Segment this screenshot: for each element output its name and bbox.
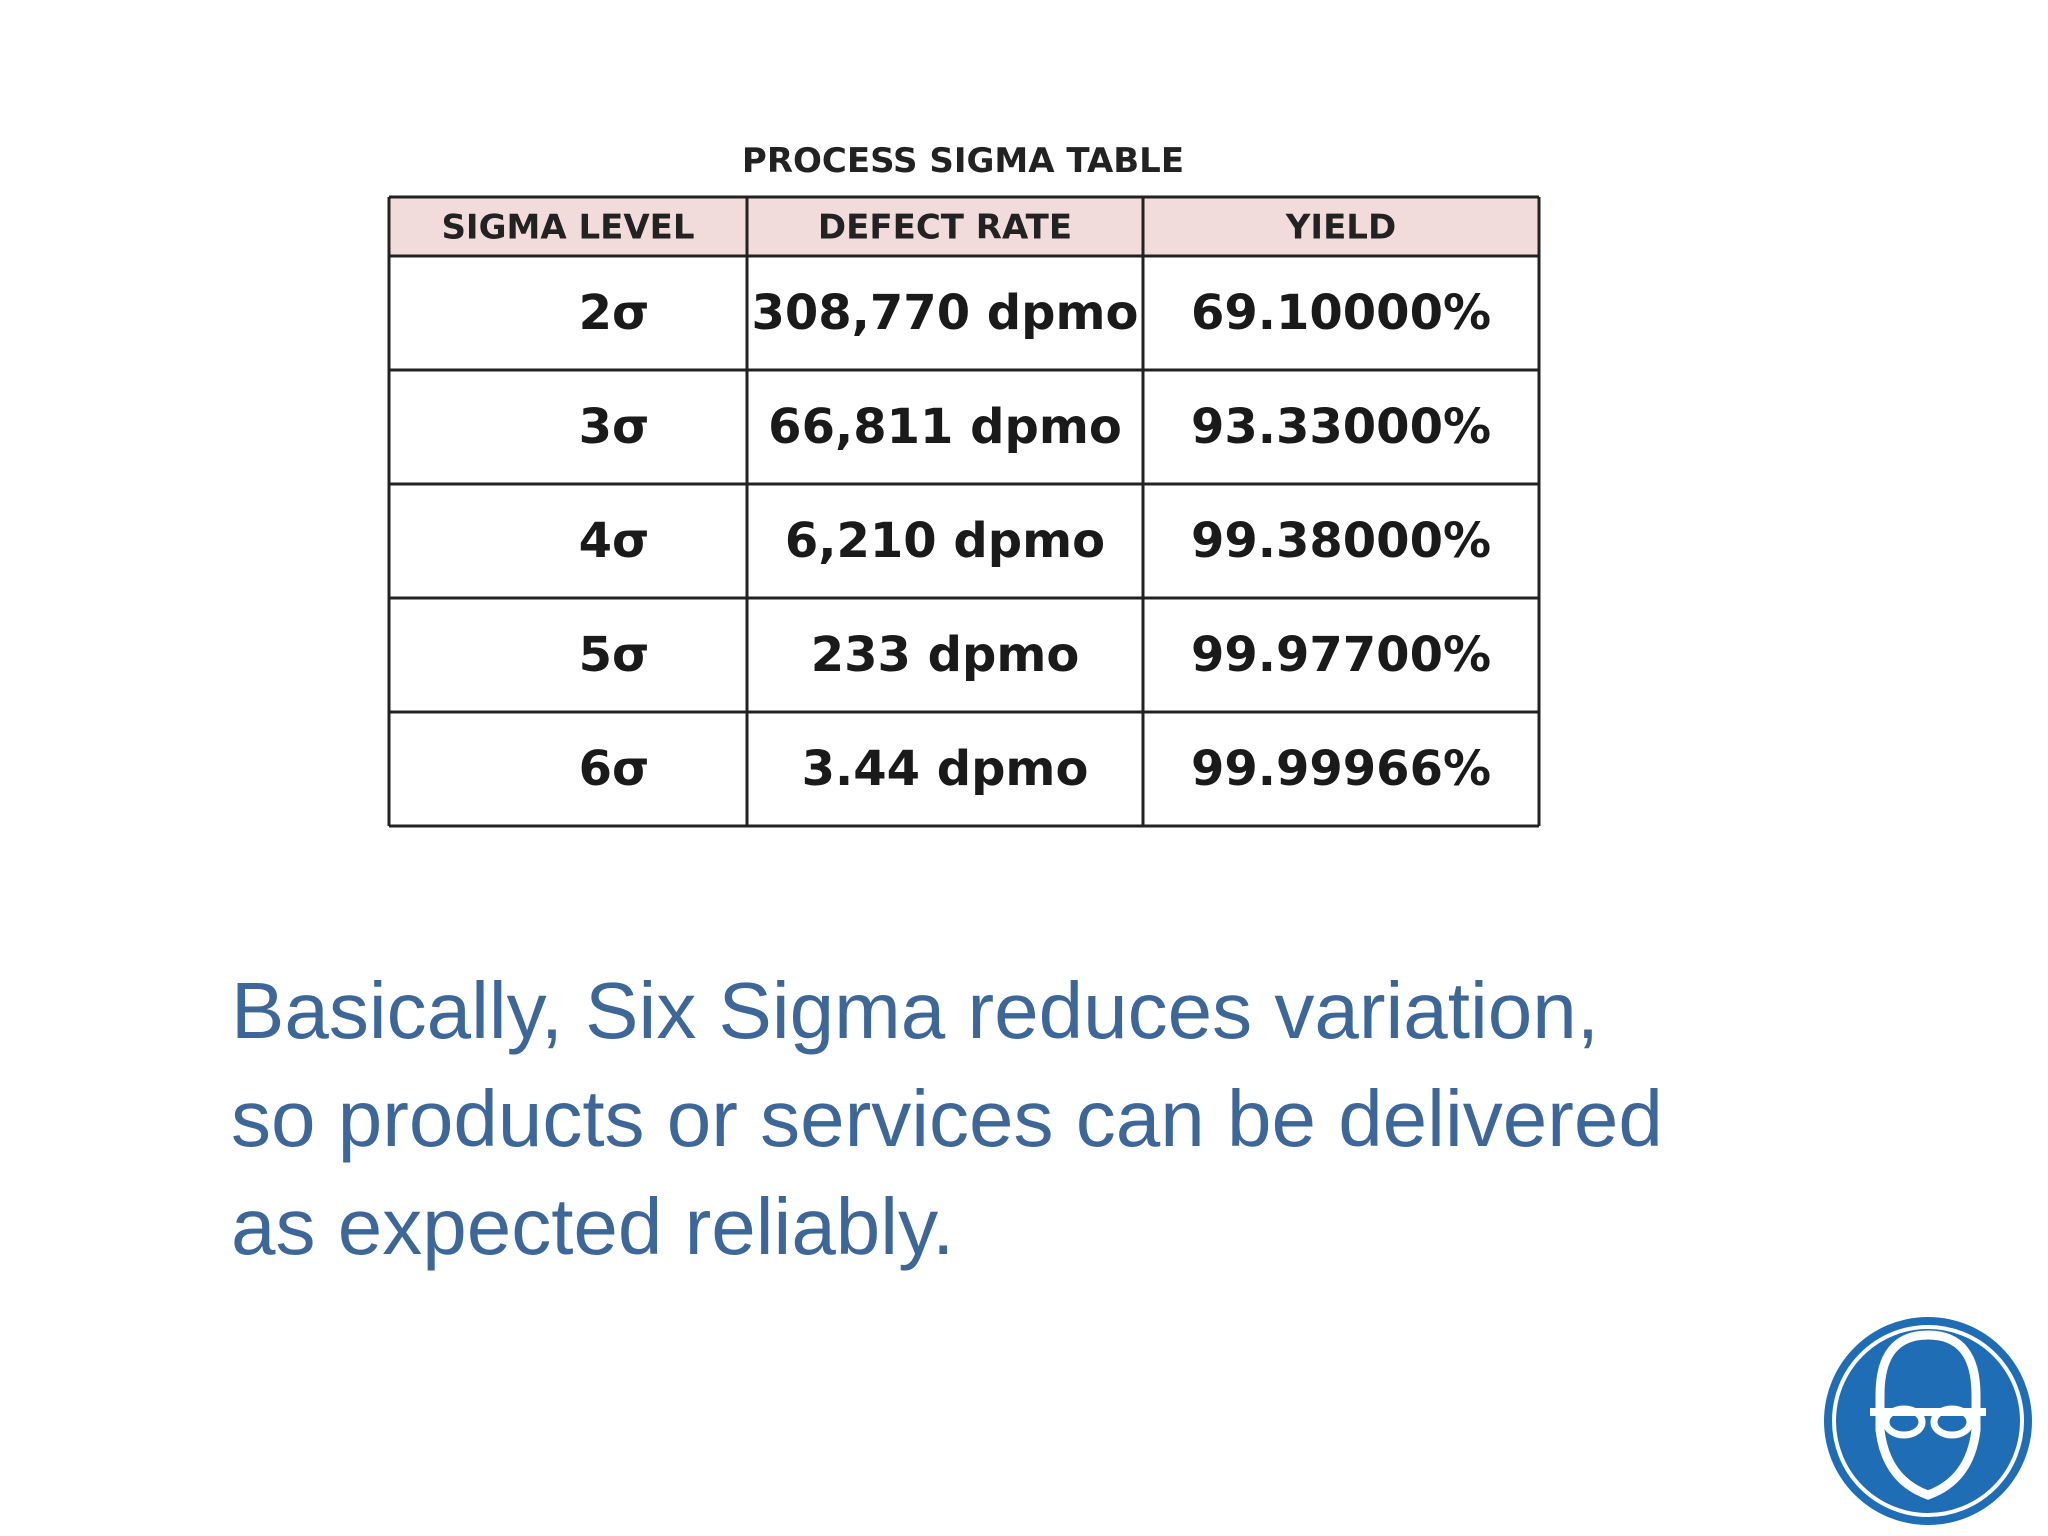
table-cell: 99.38000%: [1191, 513, 1491, 569]
body-line: as expected reliably.: [231, 1182, 954, 1271]
header-cell: DEFECT RATE: [818, 208, 1072, 248]
table-cell: 66,811 dpmo: [768, 399, 1122, 455]
header-cell: SIGMA LEVEL: [441, 208, 694, 248]
table-cell: 99.97700%: [1191, 627, 1491, 683]
body-line: Basically, Six Sigma reduces variation,: [231, 966, 1599, 1055]
table-cell: 4σ: [579, 513, 650, 569]
header-cell: YIELD: [1285, 208, 1396, 248]
table-cell: 308,770 dpmo: [751, 285, 1138, 341]
body-text: Basically, Six Sigma reduces variation, s…: [231, 966, 1663, 1271]
table-cell: 6,210 dpmo: [785, 513, 1105, 569]
table-cell: 6σ: [579, 741, 650, 797]
table-cell: 99.99966%: [1191, 741, 1491, 797]
table-cell: 5σ: [579, 627, 650, 683]
table-cell: 233 dpmo: [811, 627, 1080, 683]
body-line: so products or services can be delivered: [231, 1074, 1663, 1163]
table-cell: 69.10000%: [1191, 285, 1491, 341]
table-title: PROCESS SIGMA TABLE: [742, 141, 1184, 181]
table-cell: 93.33000%: [1191, 399, 1491, 455]
table-cell: 3.44 dpmo: [802, 741, 1089, 797]
table-cell: 2σ: [579, 285, 650, 341]
safety-glasses-icon: [1824, 1317, 2032, 1525]
header-background: [389, 197, 1539, 256]
table: SIGMA LEVEL DEFECT RATE YIELD 2σ 308,770 dpm…: [387, 195, 1541, 828]
table-cell: 3σ: [579, 399, 650, 455]
